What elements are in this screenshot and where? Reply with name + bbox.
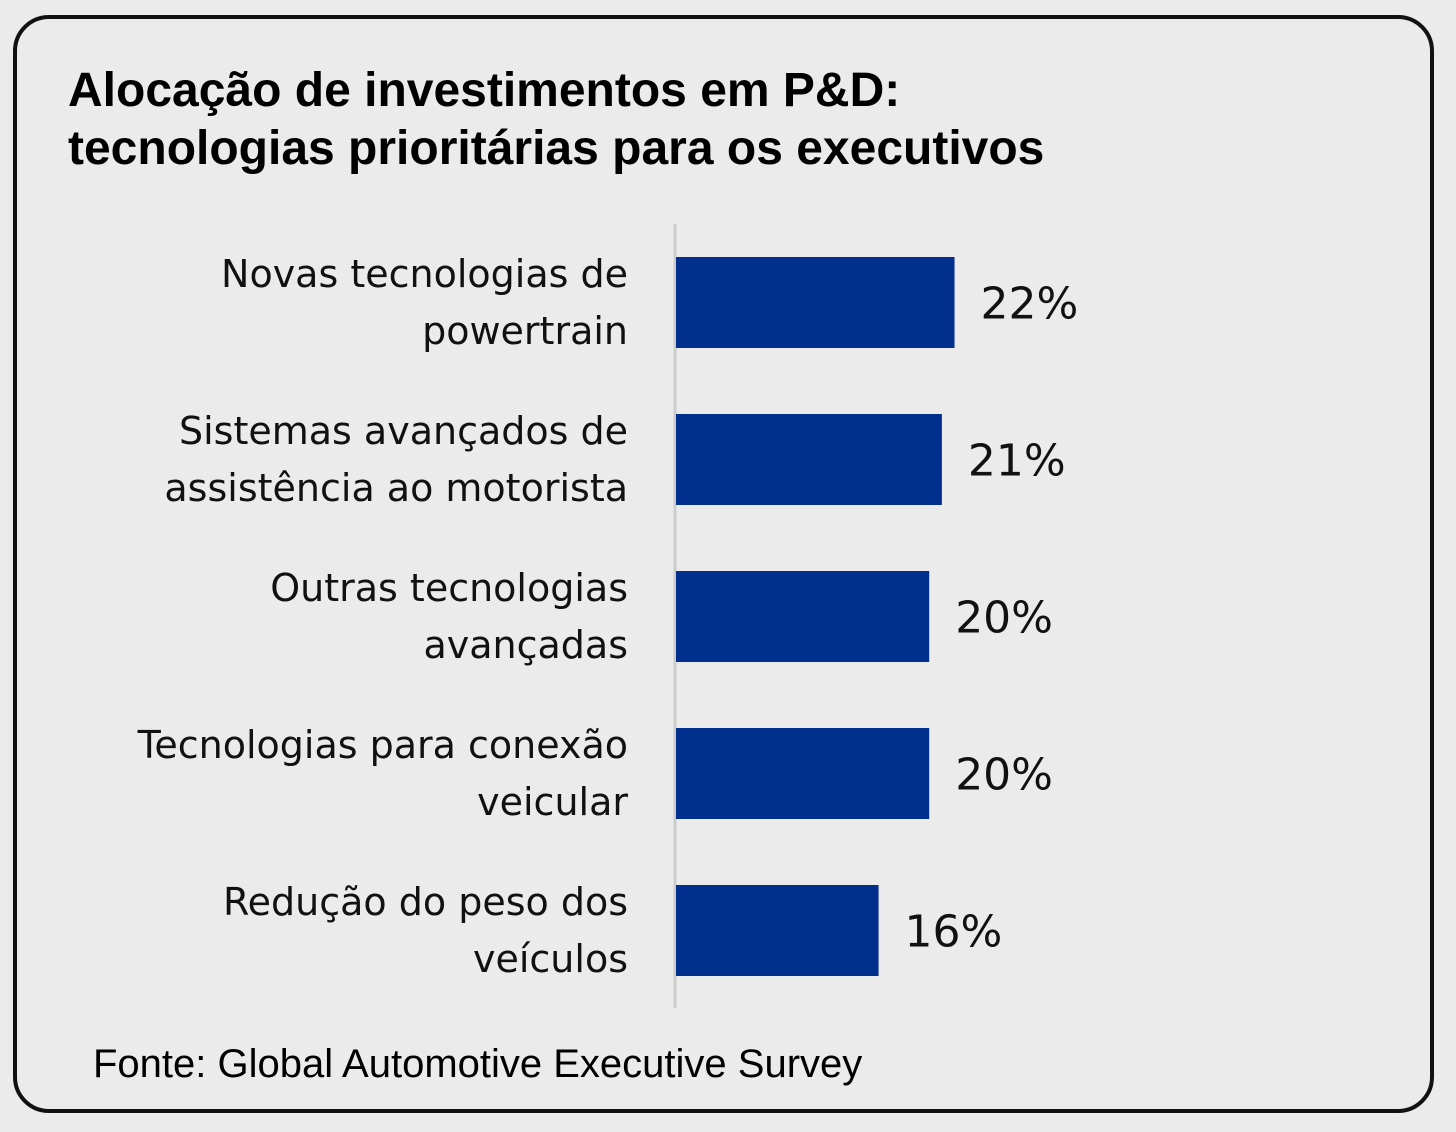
category-label-5-line-1: Redução do peso dos xyxy=(223,880,628,924)
bars-layer: 22% Novas tecnologias de powertrain 21% Sist… xyxy=(137,224,1079,1008)
source-note: Fonte: Global Automotive Executive Surve… xyxy=(93,1042,863,1086)
value-label-1: 22% xyxy=(981,279,1079,330)
bar-2 xyxy=(676,414,942,505)
value-label-2: 21% xyxy=(968,436,1066,487)
category-label-2-line-1: Sistemas avançados de xyxy=(179,409,628,453)
category-label-3-line-2: avançadas xyxy=(423,623,628,667)
bar-5 xyxy=(676,885,879,976)
category-label-1-line-1: Novas tecnologias de xyxy=(221,252,628,296)
bar-1 xyxy=(676,257,955,348)
category-label-2-line-2: assistência ao motorista xyxy=(164,466,628,510)
bar-3 xyxy=(676,571,930,662)
chart-title-line-1: Alocação de investimentos em P&D: xyxy=(68,64,901,117)
bar-4 xyxy=(676,728,930,819)
value-label-4: 20% xyxy=(955,750,1053,801)
chart-title-line-2: tecnologias prioritárias para os executi… xyxy=(68,122,1045,175)
category-label-5-line-2: veículos xyxy=(473,937,628,981)
category-label-4-line-1: Tecnologias para conexão xyxy=(137,723,628,767)
value-label-5: 16% xyxy=(905,907,1003,958)
value-label-3: 20% xyxy=(955,593,1053,644)
chart-title: Alocação de investimentos em P&D: tecnol… xyxy=(68,62,1044,178)
category-label-1-line-2: powertrain xyxy=(422,309,628,353)
category-label-3-line-1: Outras tecnologias xyxy=(270,566,628,610)
category-label-4-line-2: veicular xyxy=(477,780,628,824)
